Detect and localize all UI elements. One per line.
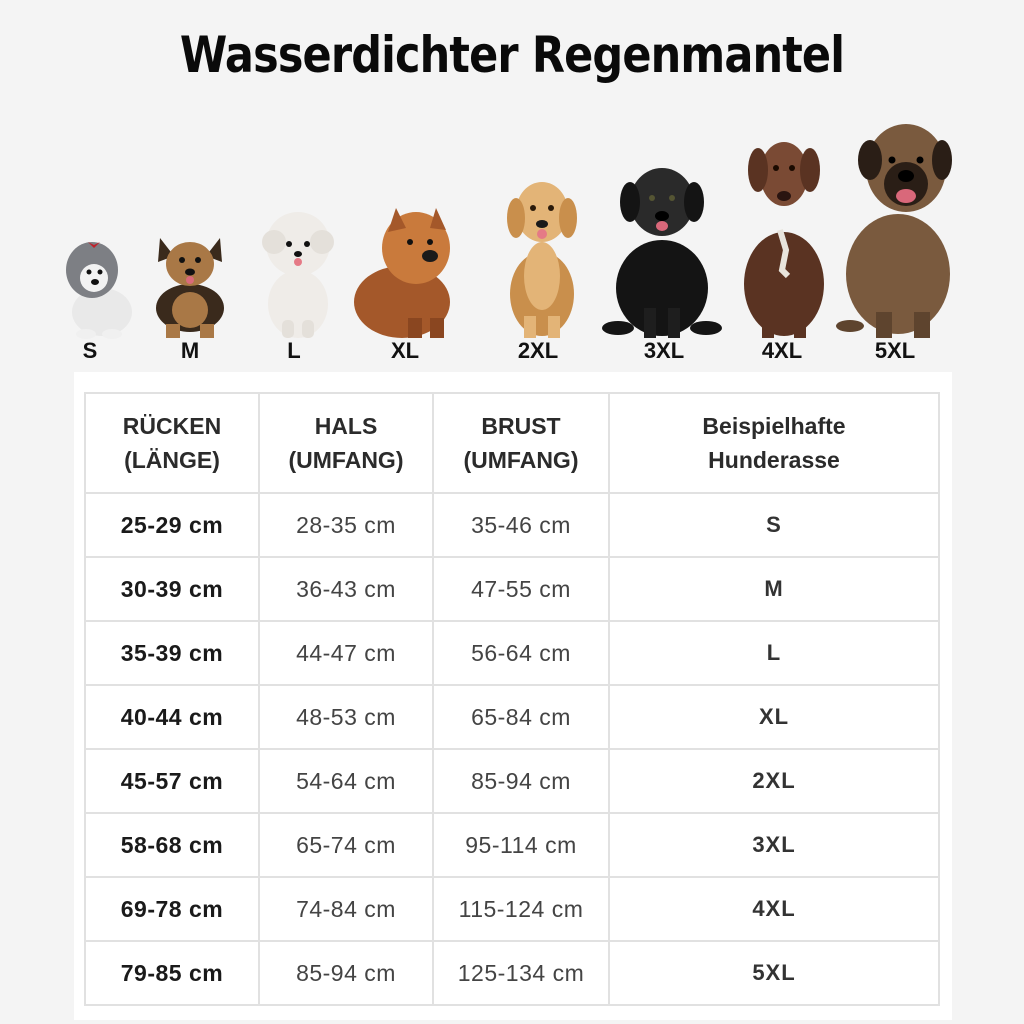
table-row: 25-29 cm 28-35 cm 35-46 cm S (84, 492, 940, 558)
dog-lineup (0, 100, 1024, 340)
yorkshire-terrier-icon (156, 238, 224, 338)
header-neck: HALS (UMFANG) (258, 392, 434, 494)
cell-chest: 115-124 cm (432, 876, 610, 942)
cell-neck: 54-64 cm (258, 748, 434, 814)
size-label-s: S (82, 338, 98, 363)
table-row: 79-85 cm 85-94 cm 125-134 cm 5XL (84, 940, 940, 1006)
table-row: 58-68 cm 65-74 cm 95-114 cm 3XL (84, 812, 940, 878)
cell-neck: 44-47 cm (258, 620, 434, 686)
table-row: 69-78 cm 74-84 cm 115-124 cm 4XL (84, 876, 940, 942)
header-neck-line2: (UMFANG) (288, 447, 404, 473)
black-labrador-icon (602, 168, 722, 338)
header-breed: Beispielhafte Hunderasse (608, 392, 940, 494)
size-label-3xl: 3XL (643, 338, 685, 363)
header-chest-line1: BRUST (481, 412, 561, 439)
size-table: RÜCKEN (LÄNGE) HALS (UMFANG) BRUST (UMFA… (84, 392, 940, 1006)
header-chest: BRUST (UMFANG) (432, 392, 610, 494)
table-row: 30-39 cm 36-43 cm 47-55 cm M (84, 556, 940, 622)
header-breed-line1: Beispielhafte (702, 412, 846, 439)
cell-chest: 47-55 cm (432, 556, 610, 622)
mastiff-dog-icon (836, 124, 952, 338)
cell-back: 25-29 cm (84, 492, 260, 558)
cell-size: 5XL (608, 940, 940, 1006)
cell-back: 35-39 cm (84, 620, 260, 686)
size-label-5xl: 5XL (874, 338, 916, 363)
maltese-dog-icon (66, 242, 132, 339)
cell-back: 45-57 cm (84, 748, 260, 814)
cell-size: XL (608, 684, 940, 750)
cell-chest: 35-46 cm (432, 492, 610, 558)
german-shorthaired-pointer-icon (744, 142, 824, 338)
cell-neck: 48-53 cm (258, 684, 434, 750)
size-label-m: M (180, 338, 200, 363)
cell-back: 58-68 cm (84, 812, 260, 878)
size-table-container: RÜCKEN (LÄNGE) HALS (UMFANG) BRUST (UMFA… (74, 372, 952, 1020)
header-back-line2: (LÄNGE) (124, 447, 220, 473)
cell-size: M (608, 556, 940, 622)
header-neck-line1: HALS (314, 412, 378, 439)
table-row: 35-39 cm 44-47 cm 56-64 cm L (84, 620, 940, 686)
page-title: Wasserdichter Regenmantel (179, 26, 845, 84)
size-label-l: L (287, 338, 301, 363)
cell-neck: 28-35 cm (258, 492, 434, 558)
size-label-2xl: 2XL (517, 338, 559, 363)
table-header-row: RÜCKEN (LÄNGE) HALS (UMFANG) BRUST (UMFA… (84, 392, 940, 494)
size-label-4xl: 4XL (761, 338, 803, 363)
cell-chest: 95-114 cm (432, 812, 610, 878)
cell-chest: 125-134 cm (432, 940, 610, 1006)
cell-chest: 85-94 cm (432, 748, 610, 814)
cell-back: 30-39 cm (84, 556, 260, 622)
cell-size: 3XL (608, 812, 940, 878)
cell-neck: 74-84 cm (258, 876, 434, 942)
cell-size: S (608, 492, 940, 558)
cell-chest: 56-64 cm (432, 620, 610, 686)
cell-back: 40-44 cm (84, 684, 260, 750)
table-row: 45-57 cm 54-64 cm 85-94 cm 2XL (84, 748, 940, 814)
chow-chow-dog-icon (354, 208, 450, 338)
header-breed-line2: Hunderasse (708, 447, 840, 473)
cell-size: 2XL (608, 748, 940, 814)
cell-back: 79-85 cm (84, 940, 260, 1006)
bichon-dog-icon (262, 212, 334, 338)
cell-neck: 65-74 cm (258, 812, 434, 878)
cell-neck: 36-43 cm (258, 556, 434, 622)
cell-chest: 65-84 cm (432, 684, 610, 750)
header-back-line1: RÜCKEN (122, 412, 222, 439)
cell-size: 4XL (608, 876, 940, 942)
size-label-xl: XL (390, 338, 420, 363)
header-back-length: RÜCKEN (LÄNGE) (84, 392, 260, 494)
cell-back: 69-78 cm (84, 876, 260, 942)
cell-neck: 85-94 cm (258, 940, 434, 1006)
table-row: 40-44 cm 48-53 cm 65-84 cm XL (84, 684, 940, 750)
cell-size: L (608, 620, 940, 686)
golden-retriever-icon (507, 182, 577, 338)
header-chest-line2: (UMFANG) (463, 447, 579, 473)
